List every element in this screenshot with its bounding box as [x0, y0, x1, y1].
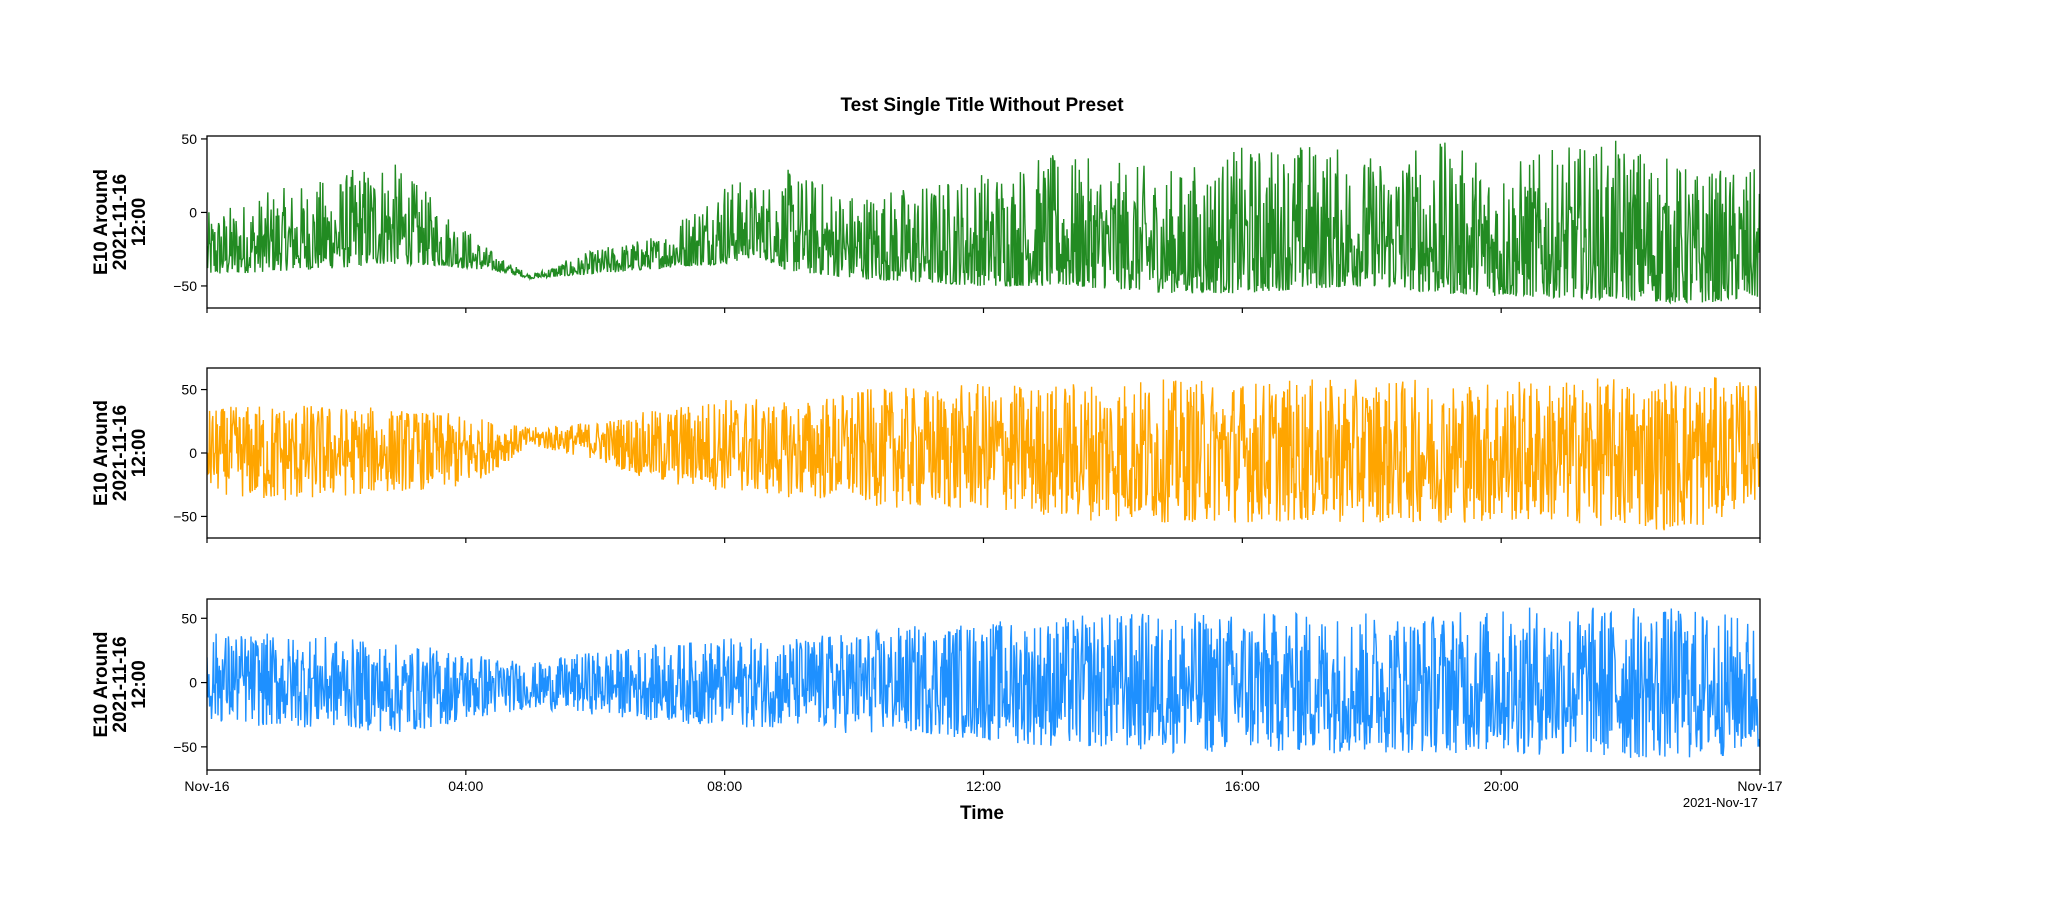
- x-tick-label: 04:00: [448, 778, 483, 794]
- x-tick-label: 12:00: [966, 778, 1001, 794]
- panel-3: 50 0 −50 E10 Around2021-11-1612:00: [91, 598, 1761, 775]
- x-axis-label: Time: [960, 803, 1004, 824]
- series-line-1: [207, 140, 1760, 305]
- y-tick-label: 50: [181, 131, 197, 147]
- x-tick-label: 08:00: [707, 778, 742, 794]
- y-tick-label: −50: [173, 739, 197, 755]
- x-tick-label: 16:00: [1225, 778, 1260, 794]
- y-tick-label: 0: [189, 675, 197, 691]
- y-tick-label: 50: [181, 382, 197, 398]
- chart-title: Test Single Title Without Preset: [840, 95, 1124, 116]
- panel-2: 50 0 −50 E10 Around2021-11-1612:00: [91, 367, 1761, 543]
- x-tick-label: Nov-17: [1737, 778, 1782, 794]
- y-axis-label-2: E10 Around2021-11-1612:00: [91, 400, 150, 506]
- y-tick-label: 0: [189, 204, 197, 220]
- panel-1: 50 0 −50 E10 Around2021-11-1612:00: [91, 131, 1761, 313]
- x-tick-label: Nov-16: [184, 778, 229, 794]
- series-line-2: [207, 377, 1760, 531]
- y-tick-label: 50: [181, 610, 197, 626]
- y-tick-label: −50: [173, 278, 197, 294]
- y-tick-label: −50: [173, 508, 197, 524]
- x-tick-label: 20:00: [1484, 778, 1519, 794]
- y-axis-label-1: E10 Around2021-11-1612:00: [91, 169, 150, 275]
- y-tick-label: 0: [189, 445, 197, 461]
- x-axis: Nov-16 04:00 08:00 12:00 16:00 20:00 Nov-17: [184, 778, 1782, 794]
- y-axis-label-3: E10 Around2021-11-1612:00: [91, 632, 150, 738]
- x-offset-label: 2021-Nov-17: [1683, 795, 1758, 810]
- series-line-3: [207, 607, 1760, 758]
